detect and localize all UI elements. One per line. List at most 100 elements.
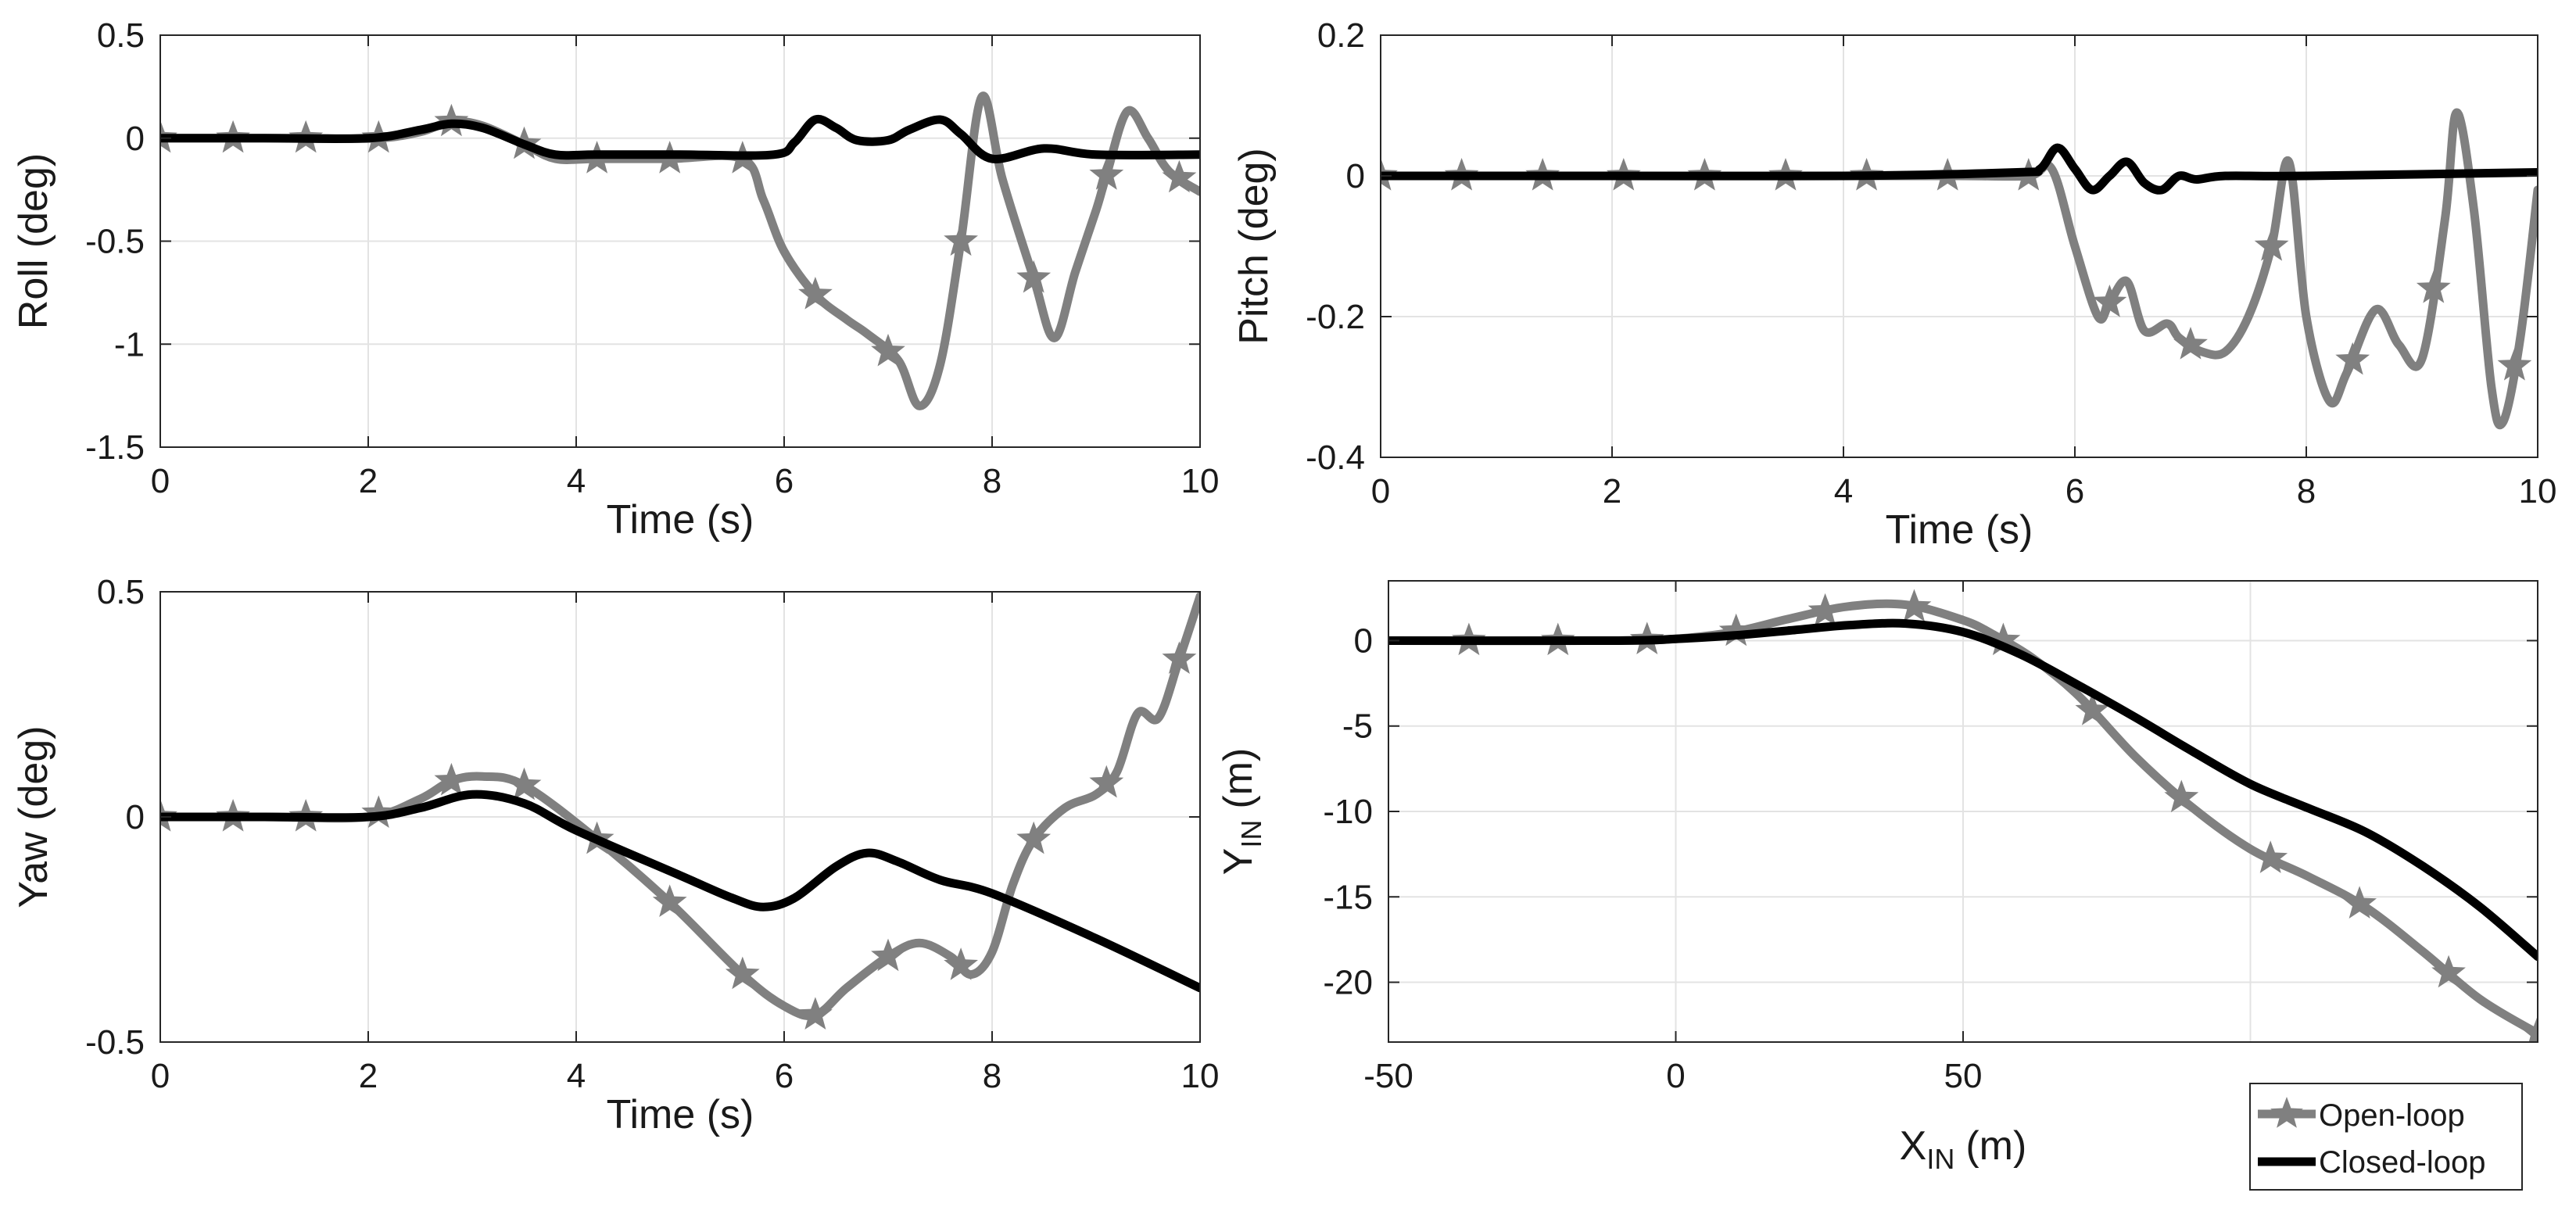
y-axis-label: Roll (deg) [11, 153, 56, 329]
y-axis-label-subscript: IN [1235, 820, 1267, 848]
y-tick-label: 0.5 [97, 16, 145, 55]
x-tick-label: 10 [1181, 1057, 1220, 1095]
x-tick-label: 6 [2065, 472, 2084, 510]
y-tick-label: 0.2 [1317, 16, 1365, 55]
y-tick-label: -0.5 [85, 1023, 145, 1062]
y-tick-label: -5 [1342, 707, 1373, 746]
x-tick-label: 0 [1666, 1057, 1685, 1095]
y-tick-label: -1 [114, 325, 145, 364]
star-marker-open-loop [725, 956, 760, 990]
x-tick-label: 4 [567, 1057, 586, 1095]
series-line-closed-loop [160, 790, 1200, 993]
x-tick-label: 8 [983, 1057, 1001, 1095]
y-tick-label: -0.5 [85, 223, 145, 261]
x-tick-label: 6 [775, 462, 794, 500]
series-line-closed-loop [1381, 143, 2538, 195]
star-marker-open-loop [798, 997, 833, 1030]
star-marker-open-loop [944, 947, 978, 980]
star-marker-open-loop [507, 767, 542, 800]
star-marker-open-loop [2075, 693, 2110, 725]
x-axis-label: Time (s) [1886, 507, 2033, 553]
x-tick-label: -50 [1363, 1057, 1413, 1095]
y-tick-label: 0.5 [97, 573, 145, 611]
star-marker-open-loop [1016, 821, 1052, 854]
y-tick-label: 0 [1346, 157, 1365, 195]
star-marker-open-loop [1089, 157, 1124, 190]
y-tick-label: -20 [1323, 964, 1373, 1002]
x-tick-label: 10 [2519, 472, 2557, 510]
y-tick-label: -10 [1323, 793, 1373, 831]
star-marker-open-loop [2416, 270, 2451, 303]
series-line-closed-loop [160, 114, 1200, 163]
pitch-subplot: 0 2 4 6 8 10 0.2 0 -0.2 -0.4 Time (s) Pitch (deg) [1231, 16, 2556, 553]
star-marker-open-loop [1016, 260, 1052, 293]
star-marker-open-loop [2253, 840, 2288, 873]
series-layer [160, 592, 1200, 1030]
x-tick-label: 0 [1371, 472, 1390, 510]
x-axis-label-subscript: IN [1926, 1143, 1954, 1175]
star-marker-open-loop [2520, 1015, 2538, 1042]
star-marker-open-loop [1897, 589, 1932, 622]
x-axis-label-unit: (m) [1965, 1123, 2026, 1169]
x-tick-label: 4 [567, 462, 586, 500]
y-axis-label: Pitch (deg) [1231, 148, 1277, 344]
y-axis-label: Yaw (deg) [11, 725, 56, 908]
star-marker-open-loop [871, 938, 905, 972]
y-tick-label: -0.2 [1306, 298, 1365, 336]
x-tick-label: 10 [1181, 462, 1220, 500]
x-tick-label: 0 [151, 462, 170, 500]
x-axis-label: Time (s) [607, 497, 754, 543]
star-marker-open-loop [2497, 348, 2532, 381]
x-tick-label: 8 [2297, 472, 2316, 510]
x-tick-label: 2 [359, 462, 378, 500]
y-tick-label: 0 [126, 798, 145, 836]
legend-star-marker [2270, 1097, 2303, 1128]
series-layer [160, 91, 1200, 410]
x-axis-label: XIN (m) [1900, 1123, 2027, 1175]
star-marker-open-loop [944, 223, 978, 256]
x-axis-label: Time (s) [607, 1092, 754, 1137]
axes-box [1380, 34, 2538, 458]
star-marker-open-loop [2335, 342, 2370, 375]
star-marker-open-loop [2092, 285, 2127, 317]
series-layer [1388, 589, 2538, 1042]
star-marker-open-loop [1718, 613, 1754, 646]
y-tick-label: 0 [126, 120, 145, 158]
legend-label-open-loop: Open-loop [2319, 1098, 2465, 1133]
x-tick-label: 0 [151, 1057, 170, 1095]
star-marker-open-loop [2431, 954, 2466, 988]
x-tick-label: 6 [775, 1057, 794, 1095]
x-tick-label: 50 [1944, 1057, 1983, 1095]
x-tick-label: 2 [359, 1057, 378, 1095]
x-tick-label: 4 [1834, 472, 1853, 510]
y-tick-label: -0.4 [1306, 439, 1365, 477]
y-axis-label: YIN (m) [1216, 748, 1267, 876]
y-tick-label: 0 [1354, 621, 1373, 660]
x-tick-label: 2 [1603, 472, 1621, 510]
star-marker-open-loop [2342, 886, 2377, 919]
x-axis-label-main: X [1900, 1123, 1927, 1169]
star-marker-open-loop [2254, 228, 2289, 261]
y-tick-label: -15 [1323, 878, 1373, 916]
star-marker-open-loop [1807, 593, 1843, 626]
star-marker-open-loop [798, 277, 833, 310]
star-marker-open-loop [871, 333, 905, 367]
x-tick-label: 8 [983, 462, 1001, 500]
legend-box [2249, 1083, 2523, 1191]
y-tick-label: -1.5 [85, 428, 145, 467]
legend-label-closed-loop: Closed-loop [2319, 1145, 2485, 1180]
legend: Open-loop Closed-loop [2249, 1083, 2523, 1191]
series-layer [1381, 108, 2538, 430]
y-axis-label-main: Y [1216, 848, 1261, 876]
star-marker-open-loop [2173, 327, 2208, 360]
star-marker-open-loop [1986, 622, 2021, 656]
star-marker-open-loop [361, 795, 396, 828]
plot-area [1381, 35, 2538, 457]
star-marker-open-loop [1162, 641, 1197, 674]
series-line-closed-loop [1388, 618, 2538, 962]
star-marker-open-loop [434, 762, 469, 796]
star-marker-open-loop [2164, 779, 2199, 813]
